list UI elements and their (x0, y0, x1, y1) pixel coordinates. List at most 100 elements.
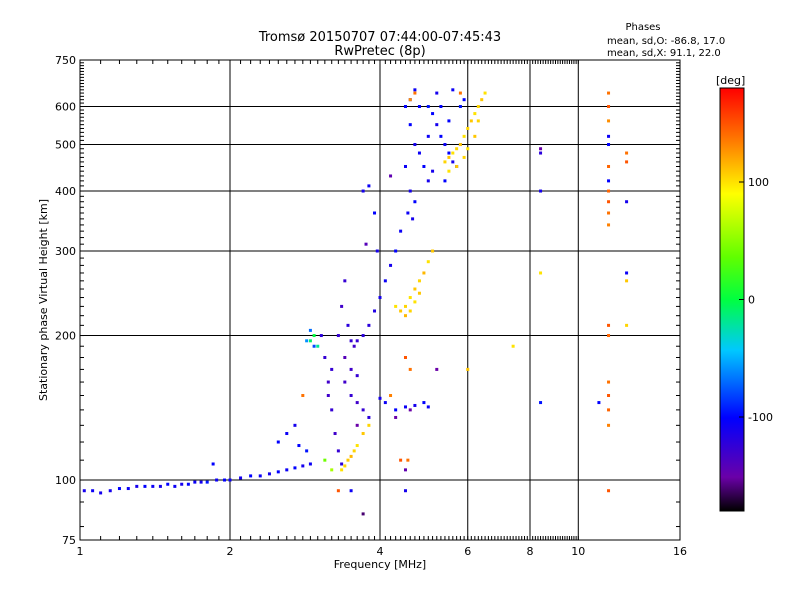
data-point (330, 408, 334, 412)
data-point (143, 484, 147, 488)
data-point (466, 147, 470, 151)
data-point (330, 468, 334, 472)
data-point (193, 480, 197, 484)
stats-line-x: mean, sd,X: 91.1, 22.0 (607, 48, 721, 59)
chart-subtitle: RwPretec (8p) (334, 44, 425, 59)
data-point (312, 334, 316, 338)
data-point (539, 271, 543, 275)
data-point (607, 105, 611, 109)
data-point (431, 169, 435, 173)
data-point (607, 380, 611, 384)
data-point (349, 394, 353, 398)
data-point (607, 408, 611, 412)
data-point (403, 304, 407, 308)
data-point (539, 189, 543, 193)
data-point (361, 189, 365, 193)
data-point (413, 88, 417, 92)
data-point (462, 134, 466, 138)
chart-title: Tromsø 20150707 07:44:00-07:45:43 (258, 30, 501, 45)
x-tick-label: 16 (673, 545, 687, 558)
data-point (406, 211, 410, 215)
data-point (426, 134, 430, 138)
data-point (336, 489, 340, 493)
data-point (343, 279, 347, 283)
data-point (258, 474, 262, 478)
data-point (346, 458, 350, 462)
y-tick-label: 600 (55, 101, 76, 114)
data-point (443, 179, 447, 183)
data-point (431, 112, 435, 116)
data-point (285, 468, 289, 472)
y-tick-label: 200 (55, 330, 76, 343)
data-point (413, 287, 417, 291)
data-point (607, 189, 611, 193)
data-point (607, 179, 611, 183)
data-point (607, 323, 611, 327)
data-point (373, 309, 377, 313)
data-point (422, 401, 426, 405)
y-tick-label: 400 (55, 185, 76, 198)
data-point (403, 405, 407, 409)
data-point (411, 217, 415, 221)
data-point (426, 260, 430, 264)
data-point (352, 344, 356, 348)
data-point (439, 105, 443, 109)
data-point (408, 367, 412, 371)
data-point (451, 160, 455, 164)
data-point (435, 91, 439, 95)
data-point (455, 147, 459, 151)
data-point (413, 143, 417, 147)
data-point (607, 143, 611, 147)
data-point (417, 279, 421, 283)
data-point (180, 482, 184, 486)
grid-lines (80, 60, 680, 540)
data-point (443, 160, 447, 164)
data-point (223, 478, 227, 482)
data-point (135, 484, 139, 488)
data-point (625, 200, 629, 204)
data-point (173, 484, 177, 488)
data-point (447, 119, 451, 123)
data-point (316, 344, 320, 348)
data-point (126, 487, 130, 491)
x-tick-label: 6 (464, 545, 471, 558)
x-tick-label: 8 (527, 545, 534, 558)
x-tick-label: 4 (377, 545, 384, 558)
y-axis-label: Stationary phase Virtual Height [km] (37, 199, 50, 401)
data-point (333, 432, 337, 436)
data-point (355, 444, 359, 448)
data-point (539, 147, 543, 151)
data-point (308, 339, 312, 343)
data-point (426, 405, 430, 409)
data-point (408, 189, 412, 193)
data-point (447, 155, 451, 159)
y-tick-label: 75 (62, 534, 76, 547)
data-point (466, 126, 470, 130)
data-point (458, 143, 462, 147)
data-point (431, 249, 435, 253)
data-point (228, 478, 232, 482)
data-point (399, 458, 403, 462)
data-point (276, 470, 280, 474)
data-point (378, 296, 382, 300)
data-point (417, 151, 421, 155)
data-point (99, 491, 103, 495)
colorbar-tick-label: 0 (748, 294, 755, 307)
data-point (607, 489, 611, 493)
data-point (408, 98, 412, 102)
data-point (403, 105, 407, 109)
data-point (394, 249, 398, 253)
data-point (394, 304, 398, 308)
data-point (383, 279, 387, 283)
data-point (426, 105, 430, 109)
data-point (340, 304, 344, 308)
x-tick-label: 10 (571, 545, 585, 558)
data-point (451, 88, 455, 92)
data-point (443, 143, 447, 147)
data-point (408, 408, 412, 412)
data-point (117, 487, 121, 491)
data-point (607, 200, 611, 204)
data-point (426, 179, 430, 183)
x-tick-label: 1 (77, 545, 84, 558)
